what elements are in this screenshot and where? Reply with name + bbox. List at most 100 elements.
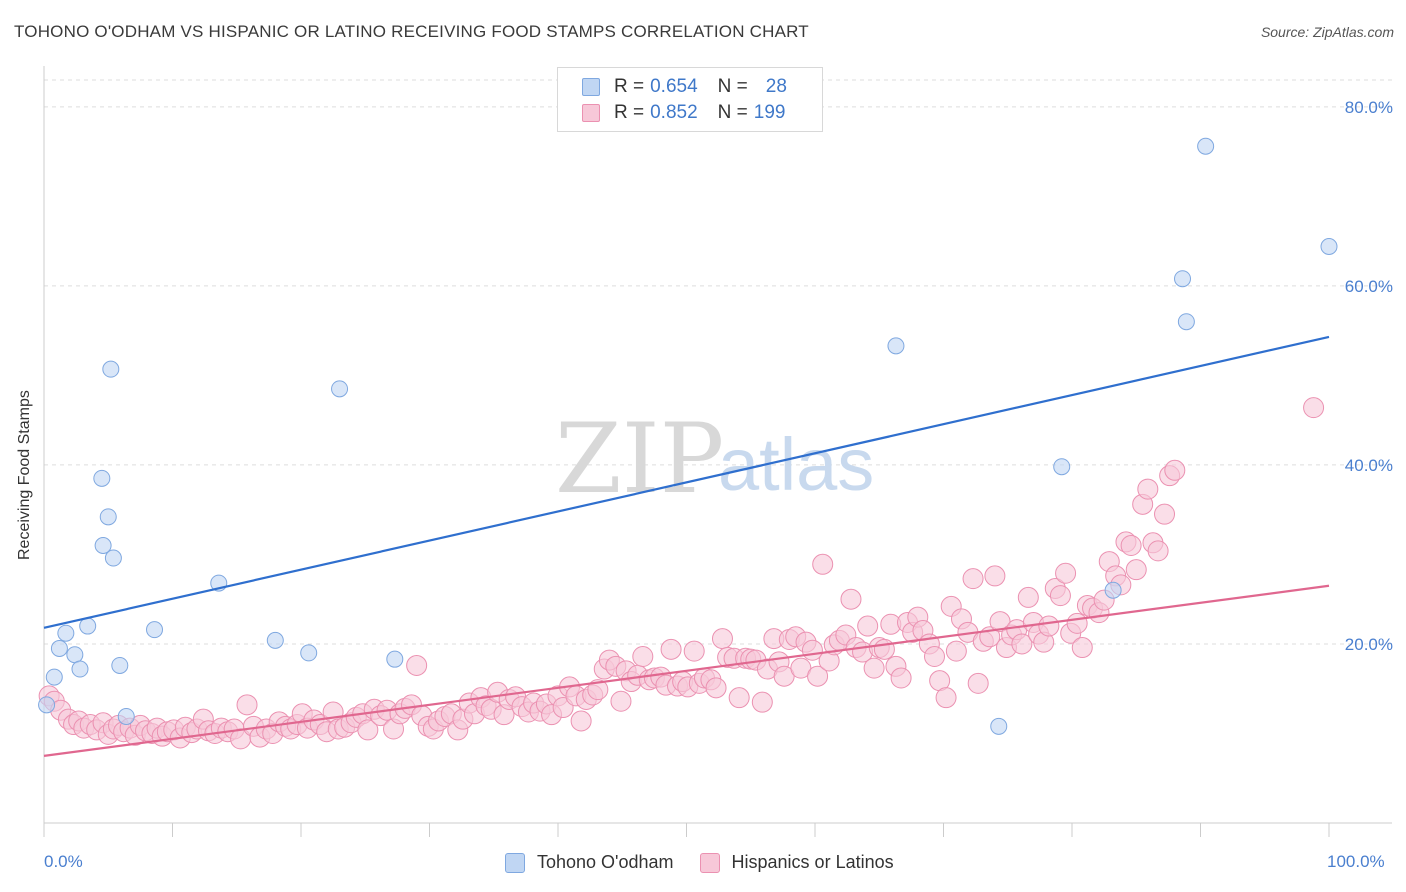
data-point [945,640,967,662]
watermark-atlas: atlas [718,423,874,506]
series-tohono-points [38,137,1338,735]
data-point [887,337,905,355]
data-point [38,696,56,714]
data-point [984,565,1006,587]
x-tick-min: 0.0% [44,852,83,871]
legend-row-hispanics: R = 0.852 N = 199 [582,101,785,125]
chart-title: TOHONO O'ODHAM VS HISPANIC OR LATINO REC… [14,22,809,41]
data-point [1164,459,1186,481]
bottom-legend-label: Tohono O'odham [537,852,674,872]
data-point [990,717,1008,735]
data-point [1017,586,1039,608]
data-point [1197,137,1215,155]
x-tick-max: 100.0% [1327,852,1385,871]
legend-swatch-blue [582,78,600,96]
legend-r-label: R = [614,76,645,97]
data-point [111,656,129,674]
data-point [117,707,135,725]
watermark-zip: ZIP [555,403,724,515]
y-tick-label: 60.0% [1345,277,1393,296]
y-axis-label: Receiving Food Stamps [16,390,33,560]
data-point [1120,534,1142,556]
data-point [99,508,117,526]
data-point [1066,612,1088,634]
bottom-legend-tohono: Tohono O'odham [505,852,674,873]
data-point [94,536,112,554]
data-point [935,687,957,709]
data-point [331,380,349,398]
data-point [1104,581,1122,599]
data-point [873,638,895,660]
y-tick-label: 80.0% [1345,98,1393,117]
legend-n-value: 28 [765,76,787,97]
data-point [93,469,111,487]
legend: R = 0.654 N = 28 R = 0.852 N = 199 [557,67,823,132]
data-point [1154,503,1176,525]
bottom-legend-swatch-pink [699,852,720,873]
data-point [45,668,63,686]
data-point [1174,270,1192,288]
data-point [1038,615,1060,637]
data-point [1071,637,1093,659]
y-tick-label: 40.0% [1345,456,1393,475]
data-point [1303,397,1325,419]
data-point [1320,238,1338,256]
data-point [357,719,379,741]
data-point [711,628,733,650]
data-point [728,687,750,709]
data-point [79,617,97,635]
source-label: Source: ZipAtlas.com [1260,24,1394,40]
y-tick-labels: 20.0% 40.0% 60.0% 80.0% [1345,98,1393,654]
data-point [386,650,404,668]
legend-n-label: N = [717,102,748,123]
data-point [1049,585,1071,607]
data-point [857,615,879,637]
trend-lines [43,335,1330,757]
data-point [102,360,120,378]
data-point [890,667,912,689]
data-point [570,710,592,732]
bottom-legend: Tohono O'odham Hispanics or Latinos [505,852,920,873]
data-point [1055,562,1077,584]
data-point [1177,313,1195,331]
data-point [104,549,122,567]
y-tick-label: 20.0% [1345,635,1393,654]
legend-r-label: R = [614,102,645,123]
watermark: ZIP atlas [555,403,874,515]
trend-line [43,335,1330,629]
data-point [751,691,773,713]
bottom-legend-hispanics: Hispanics or Latinos [699,852,894,873]
data-point [266,631,284,649]
data-point [406,654,428,676]
data-point [962,568,984,590]
trend-line [43,584,1330,757]
data-point [967,672,989,694]
data-point [146,621,164,639]
legend-n-label: N = [717,76,748,97]
data-point [1053,458,1071,476]
data-point [660,638,682,660]
data-point [863,657,885,679]
data-point [705,677,727,699]
grid-lines [44,79,1392,645]
series-hispanics-points [38,397,1325,750]
data-point [300,644,318,662]
data-point [71,660,89,678]
data-point [1011,633,1033,655]
data-point [683,640,705,662]
legend-r-value: 0.852 [650,102,698,123]
data-point [1125,559,1147,581]
data-point [840,588,862,610]
data-point [587,679,609,701]
legend-swatch-pink [582,104,600,122]
data-point [610,690,632,712]
data-point [807,665,829,687]
bottom-legend-swatch-blue [505,852,525,873]
legend-n-value: 199 [753,102,786,123]
legend-row-tohono: R = 0.654 N = 28 [582,75,787,99]
data-point [66,646,84,664]
data-point [924,645,946,667]
data-point [236,694,258,716]
data-point [1147,540,1169,562]
